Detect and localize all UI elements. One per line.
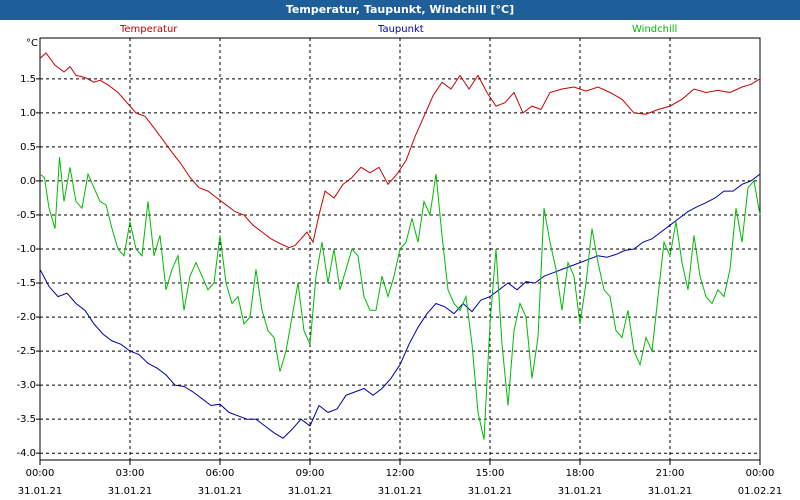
y-tick-label: 1.0 <box>20 108 36 119</box>
y-tick-label: -1.5 <box>16 278 36 289</box>
y-tick-label: -0.5 <box>16 210 36 221</box>
x-tick-date-label: 31.01.21 <box>558 486 603 497</box>
legend-taupunkt: Taupunkt <box>378 24 424 35</box>
x-tick-time-label: 12:00 <box>386 468 415 479</box>
x-tick-date-label: 31.01.21 <box>198 486 243 497</box>
y-tick-label: -1.0 <box>16 244 36 255</box>
x-tick-date-label: 01.02.21 <box>738 486 783 497</box>
y-tick-label: -2.5 <box>16 346 36 357</box>
x-tick-time-label: 15:00 <box>476 468 505 479</box>
x-tick-time-label: 00:00 <box>26 468 55 479</box>
x-tick-time-label: 03:00 <box>116 468 145 479</box>
y-tick-label: -4.0 <box>16 448 36 459</box>
legend-temperatur: Temperatur <box>120 24 178 35</box>
x-tick-date-label: 31.01.21 <box>468 486 513 497</box>
series-line-taupunkt <box>39 173 761 439</box>
x-tick-date-label: 31.01.21 <box>18 486 63 497</box>
y-tick-label: -3.0 <box>16 380 36 391</box>
x-tick-date-label: 31.01.21 <box>648 486 693 497</box>
x-tick-time-label: 18:00 <box>566 468 595 479</box>
x-tick-time-label: 21:00 <box>656 468 685 479</box>
x-tick-time-label: 00:00 <box>746 468 775 479</box>
x-tick-date-label: 31.01.21 <box>288 486 333 497</box>
legend-windchill: Windchill <box>632 24 678 35</box>
series-line-temperatur <box>39 52 761 249</box>
x-tick-date-label: 31.01.21 <box>108 486 153 497</box>
series-line-windchill <box>39 157 761 440</box>
window-title: Temperatur, Taupunkt, Windchill [°C] <box>0 0 800 20</box>
x-tick-time-label: 06:00 <box>206 468 235 479</box>
y-tick-label: -2.0 <box>16 312 36 323</box>
y-tick-label: 1.5 <box>20 74 36 85</box>
y-unit-label: °C <box>26 38 38 49</box>
x-tick-time-label: 09:00 <box>296 468 325 479</box>
y-tick-label: 0.5 <box>20 142 36 153</box>
x-tick-date-label: 31.01.21 <box>378 486 423 497</box>
y-tick-label: -3.5 <box>16 414 36 425</box>
y-tick-label: 0.0 <box>20 176 36 187</box>
